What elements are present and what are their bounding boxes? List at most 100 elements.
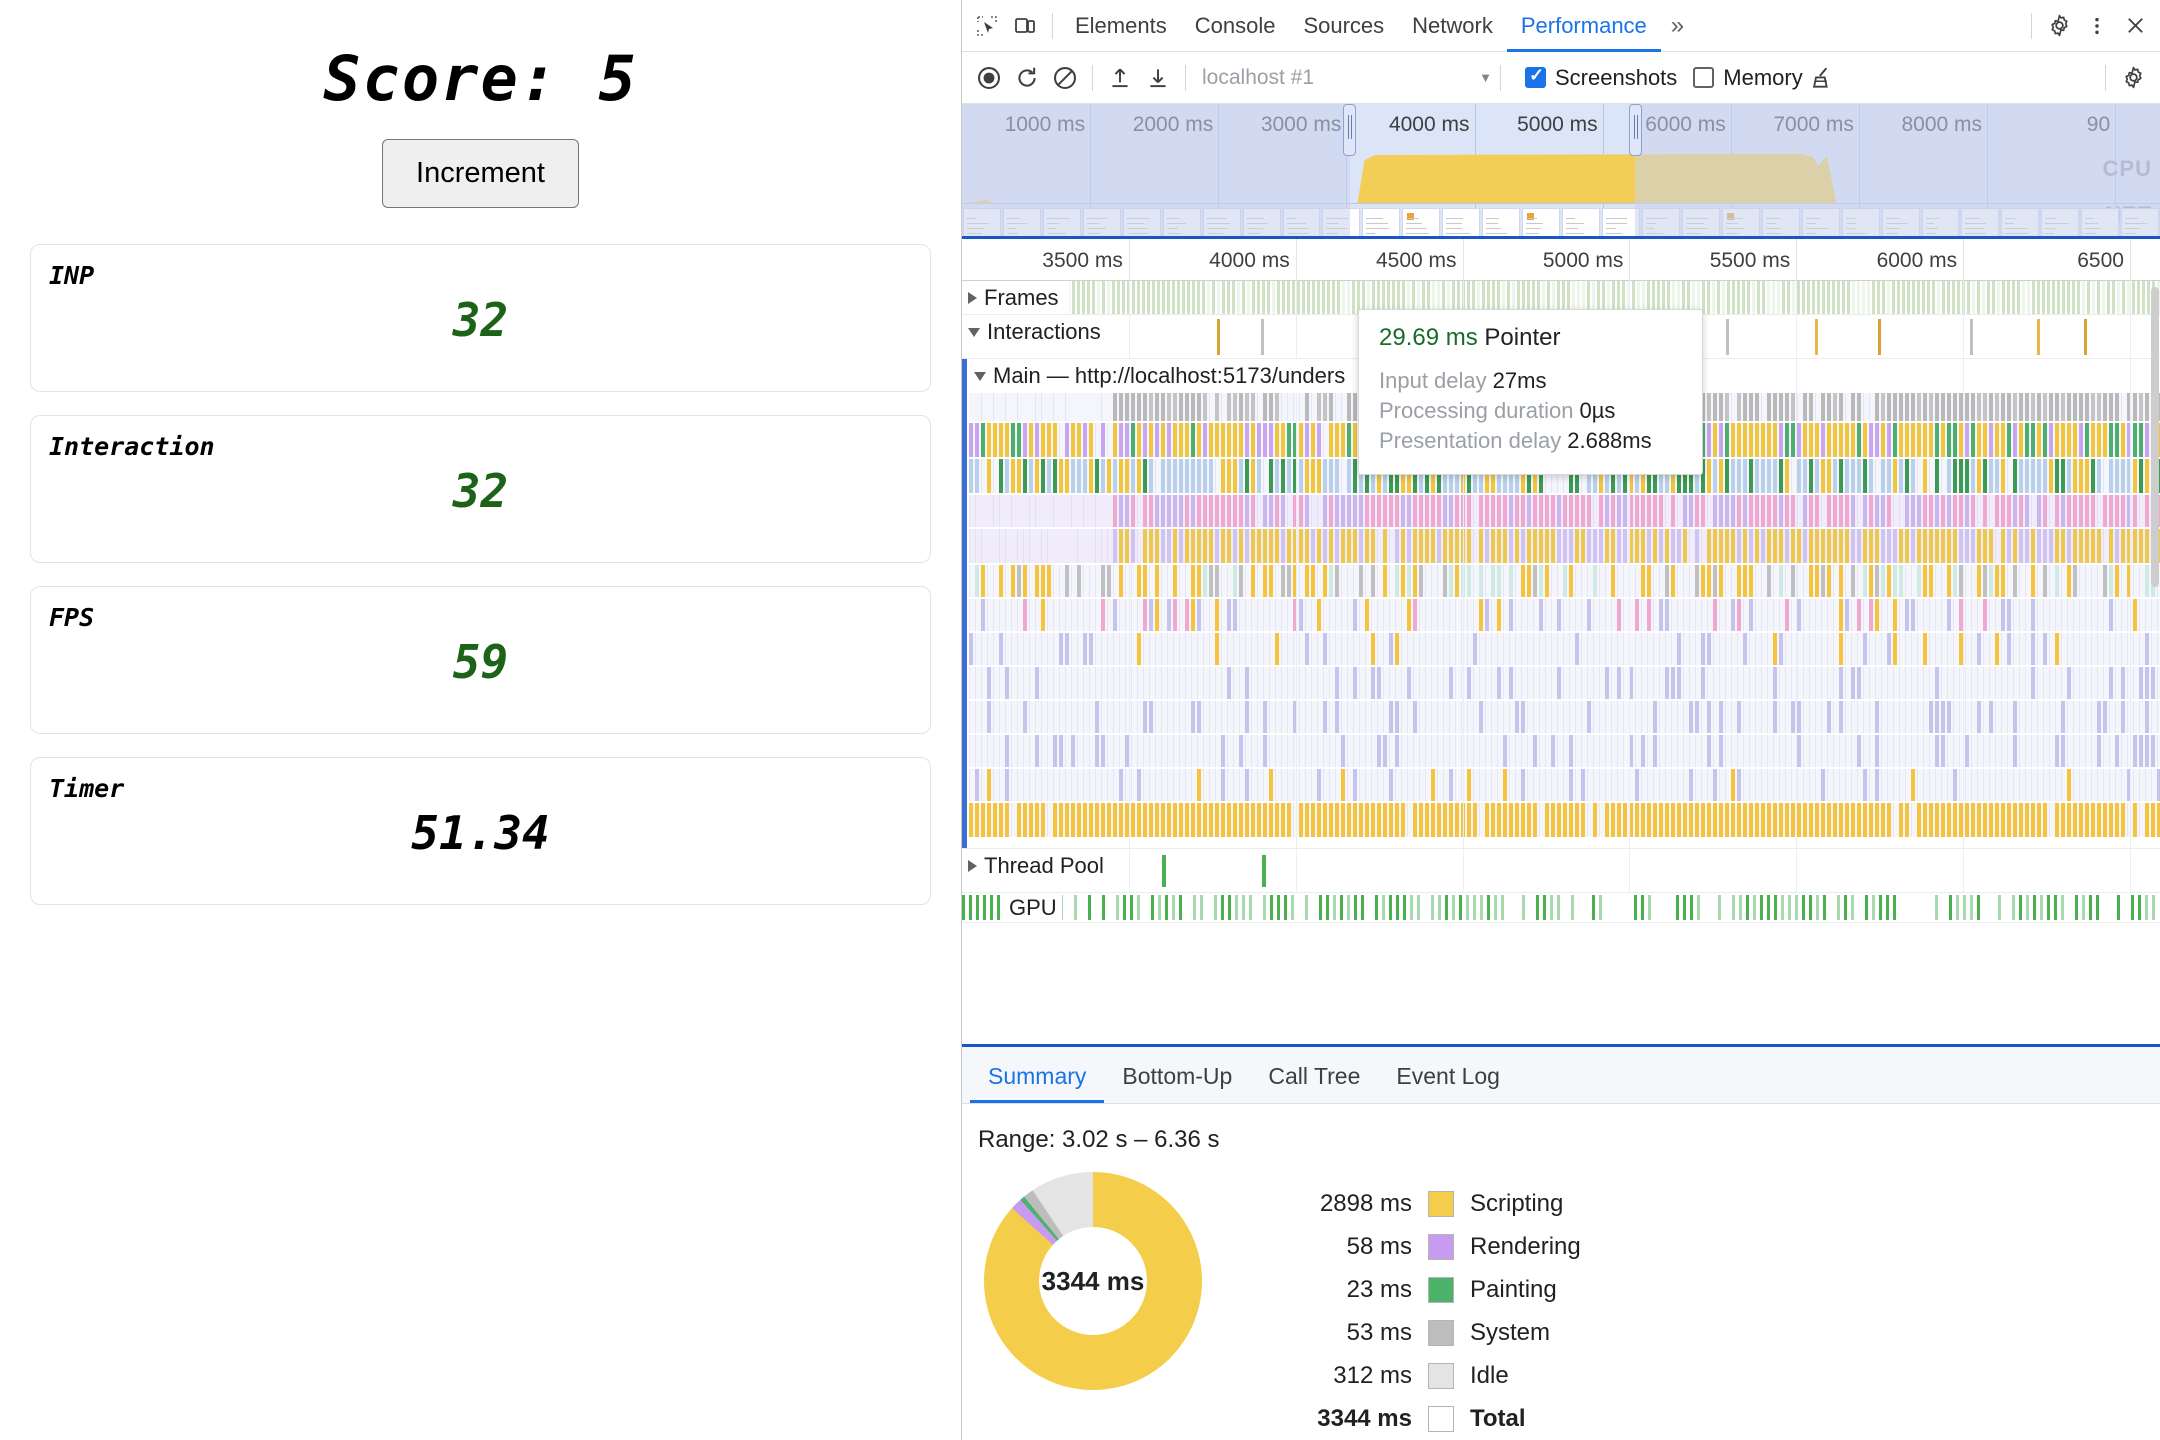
flame-event[interactable] bbox=[1911, 667, 1912, 699]
flame-event[interactable] bbox=[1707, 803, 1711, 837]
flame-event[interactable] bbox=[1365, 769, 1366, 801]
frame-bar[interactable] bbox=[1882, 281, 1885, 314]
flame-event[interactable] bbox=[2019, 393, 2023, 421]
flame-event[interactable] bbox=[1803, 599, 1804, 631]
flame-event[interactable] bbox=[2061, 423, 2065, 457]
flame-event[interactable] bbox=[1323, 599, 1324, 631]
flame-event[interactable] bbox=[1209, 667, 1210, 699]
flame-event[interactable] bbox=[1431, 633, 1432, 665]
gpu-event[interactable] bbox=[2040, 895, 2043, 920]
frame-bar[interactable] bbox=[2132, 281, 2135, 314]
filmstrip-thumbnail[interactable] bbox=[1402, 208, 1440, 239]
flame-event[interactable] bbox=[1479, 803, 1480, 837]
flame-event[interactable] bbox=[1965, 769, 1966, 801]
flame-event[interactable] bbox=[1341, 423, 1345, 457]
flame-event[interactable] bbox=[1869, 565, 1873, 597]
flame-event[interactable] bbox=[1305, 667, 1306, 699]
flame-event[interactable] bbox=[1953, 633, 1954, 665]
flame-event[interactable] bbox=[1227, 565, 1228, 597]
flame-event[interactable] bbox=[1143, 599, 1147, 631]
frame-bar[interactable] bbox=[1302, 281, 1305, 314]
flame-event[interactable] bbox=[1311, 633, 1312, 665]
flame-event[interactable] bbox=[2145, 393, 2149, 421]
flame-event[interactable] bbox=[1803, 735, 1804, 767]
flame-event[interactable] bbox=[1935, 599, 1936, 631]
flame-event[interactable] bbox=[1569, 803, 1573, 837]
frame-bar[interactable] bbox=[1237, 281, 1240, 314]
flame-row[interactable] bbox=[969, 701, 2160, 733]
flame-event[interactable] bbox=[2049, 495, 2050, 527]
flame-event[interactable] bbox=[1749, 459, 1753, 493]
flame-event[interactable] bbox=[1395, 701, 1399, 733]
flame-event[interactable] bbox=[2145, 599, 2146, 631]
flame-event[interactable] bbox=[1125, 565, 1126, 597]
flame-event[interactable] bbox=[1935, 393, 1939, 421]
flame-event[interactable] bbox=[1035, 769, 1036, 801]
flame-event[interactable] bbox=[975, 423, 979, 457]
chevron-right-icon[interactable] bbox=[968, 860, 977, 872]
flame-event[interactable] bbox=[1767, 565, 1771, 597]
flame-event[interactable] bbox=[1767, 803, 1771, 837]
flame-event[interactable] bbox=[1341, 495, 1345, 527]
flame-event[interactable] bbox=[1017, 565, 1021, 597]
flame-event[interactable] bbox=[1257, 803, 1261, 837]
flame-event[interactable] bbox=[1749, 565, 1753, 597]
flame-event[interactable] bbox=[1953, 599, 1954, 631]
flame-event[interactable] bbox=[1401, 633, 1402, 665]
flame-event[interactable] bbox=[1713, 529, 1717, 563]
flame-event[interactable] bbox=[1017, 529, 1018, 563]
flame-event[interactable] bbox=[1737, 769, 1741, 801]
flame-event[interactable] bbox=[993, 423, 997, 457]
flame-event[interactable] bbox=[2067, 423, 2071, 457]
flame-event[interactable] bbox=[1833, 459, 1837, 493]
flame-event[interactable] bbox=[1953, 495, 1957, 527]
flame-event[interactable] bbox=[993, 803, 997, 837]
flame-event[interactable] bbox=[1941, 735, 1945, 767]
flame-event[interactable] bbox=[1689, 803, 1693, 837]
flame-event[interactable] bbox=[1005, 599, 1006, 631]
flame-event[interactable] bbox=[1083, 701, 1084, 733]
flame-event[interactable] bbox=[1269, 735, 1270, 767]
flame-event[interactable] bbox=[1761, 701, 1762, 733]
gpu-event[interactable] bbox=[1543, 895, 1546, 920]
flame-event[interactable] bbox=[2103, 769, 2104, 801]
frame-bar[interactable] bbox=[1937, 281, 1940, 314]
flame-event[interactable] bbox=[1299, 667, 1300, 699]
flame-event[interactable] bbox=[1485, 803, 1489, 837]
flame-event[interactable] bbox=[1179, 459, 1183, 493]
flame-event[interactable] bbox=[1917, 495, 1921, 527]
flame-event[interactable] bbox=[2001, 423, 2005, 457]
flame-event[interactable] bbox=[1449, 529, 1453, 563]
flame-event[interactable] bbox=[1167, 735, 1168, 767]
flame-event[interactable] bbox=[1839, 599, 1843, 631]
flame-event[interactable] bbox=[1281, 495, 1285, 527]
gpu-event[interactable] bbox=[1172, 895, 1175, 920]
flame-event[interactable] bbox=[1191, 769, 1192, 801]
flame-event[interactable] bbox=[2139, 633, 2140, 665]
flame-event[interactable] bbox=[1245, 667, 1249, 699]
flame-event[interactable] bbox=[1101, 803, 1105, 837]
flame-event[interactable] bbox=[1713, 423, 1717, 457]
flame-event[interactable] bbox=[1041, 565, 1045, 597]
flame-event[interactable] bbox=[1671, 565, 1675, 597]
flame-event[interactable] bbox=[1581, 735, 1582, 767]
gpu-event[interactable] bbox=[2019, 895, 2022, 920]
flame-event[interactable] bbox=[1971, 633, 1972, 665]
flame-event[interactable] bbox=[1917, 459, 1918, 493]
flame-event[interactable] bbox=[1599, 495, 1603, 527]
flame-event[interactable] bbox=[1935, 495, 1939, 527]
flame-event[interactable] bbox=[1665, 667, 1669, 699]
flame-event[interactable] bbox=[1989, 667, 1990, 699]
flame-event[interactable] bbox=[1725, 599, 1726, 631]
flame-event[interactable] bbox=[1131, 393, 1135, 421]
flame-event[interactable] bbox=[1731, 423, 1735, 457]
flame-event[interactable] bbox=[1581, 565, 1582, 597]
flame-event[interactable] bbox=[1143, 667, 1144, 699]
frame-bar[interactable] bbox=[1752, 281, 1755, 314]
flame-event[interactable] bbox=[2121, 803, 2125, 837]
flame-event[interactable] bbox=[1119, 565, 1123, 597]
frame-bar[interactable] bbox=[2067, 281, 2070, 314]
flame-event[interactable] bbox=[1113, 599, 1117, 631]
flame-event[interactable] bbox=[2037, 565, 2038, 597]
flame-event[interactable] bbox=[1395, 529, 1399, 563]
